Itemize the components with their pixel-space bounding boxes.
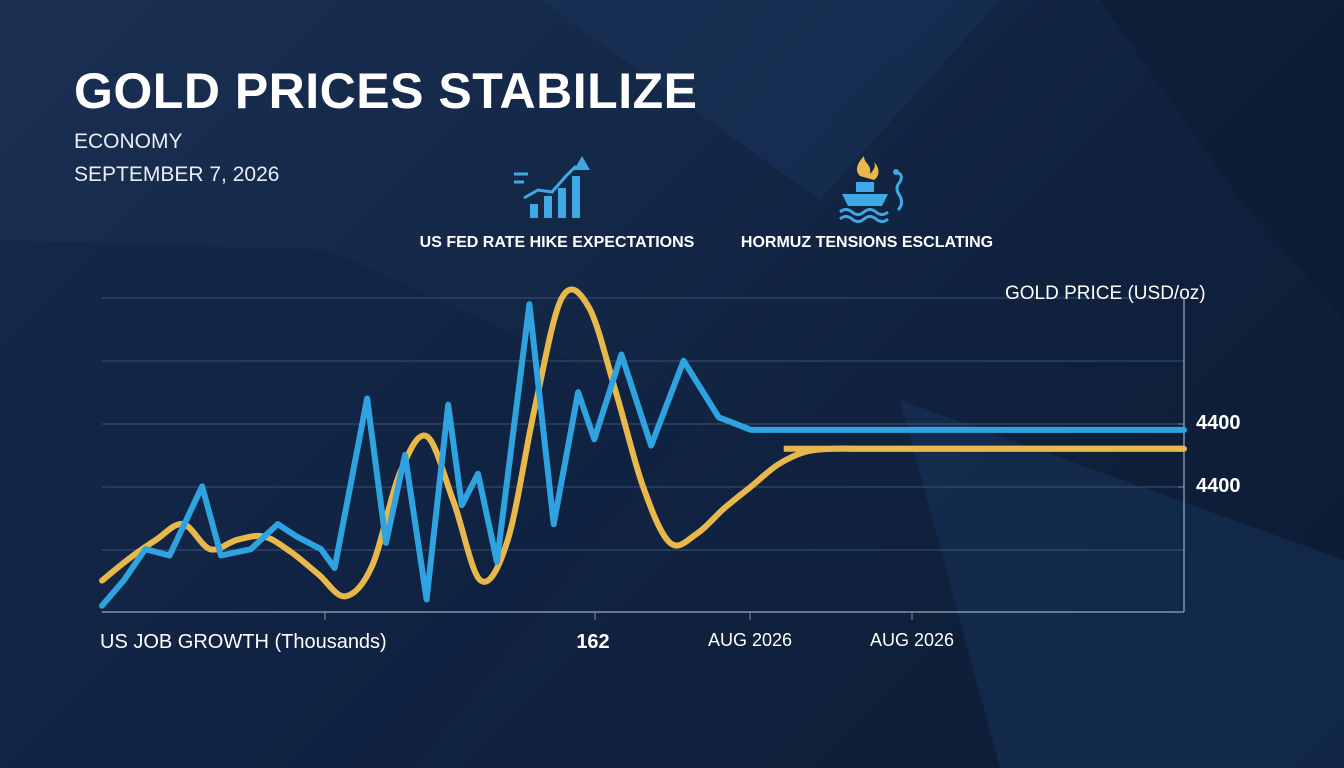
x-tick-label: AUG 2026 bbox=[870, 630, 954, 650]
burning-tanker-ship-icon bbox=[839, 156, 904, 223]
y-tick-label: 4400 bbox=[1196, 475, 1241, 497]
series-line-jobs bbox=[99, 301, 1187, 609]
x-axis-title: US JOB GROWTH (Thousands) bbox=[100, 631, 387, 653]
series-layer bbox=[99, 286, 1187, 609]
y-axis-title: GOLD PRICE (USD/oz) bbox=[1005, 283, 1206, 304]
rising-bar-chart-icon bbox=[514, 156, 590, 218]
chart-grid bbox=[102, 297, 1185, 620]
x-tick-label: AUG 2026 bbox=[708, 630, 792, 650]
callout-hormuz-label: HORMUZ TENSIONS ESCLATING bbox=[740, 234, 994, 251]
x-tick-label: 162 bbox=[576, 631, 609, 653]
y-tick-label: 4400 bbox=[1196, 412, 1241, 434]
callout-hormuz-tensions: HORMUZ TENSIONS ESCLATING bbox=[740, 152, 994, 252]
date-label: SEPTEMBER 7, 2026 bbox=[74, 163, 280, 186]
category-label: ECONOMY bbox=[74, 130, 183, 153]
callout-fed-rate: US FED RATE HIKE EXPECTATIONS bbox=[420, 152, 694, 252]
callout-fed-label: US FED RATE HIKE EXPECTATIONS bbox=[419, 234, 695, 251]
page-title: GOLD PRICES STABILIZE bbox=[74, 63, 698, 119]
